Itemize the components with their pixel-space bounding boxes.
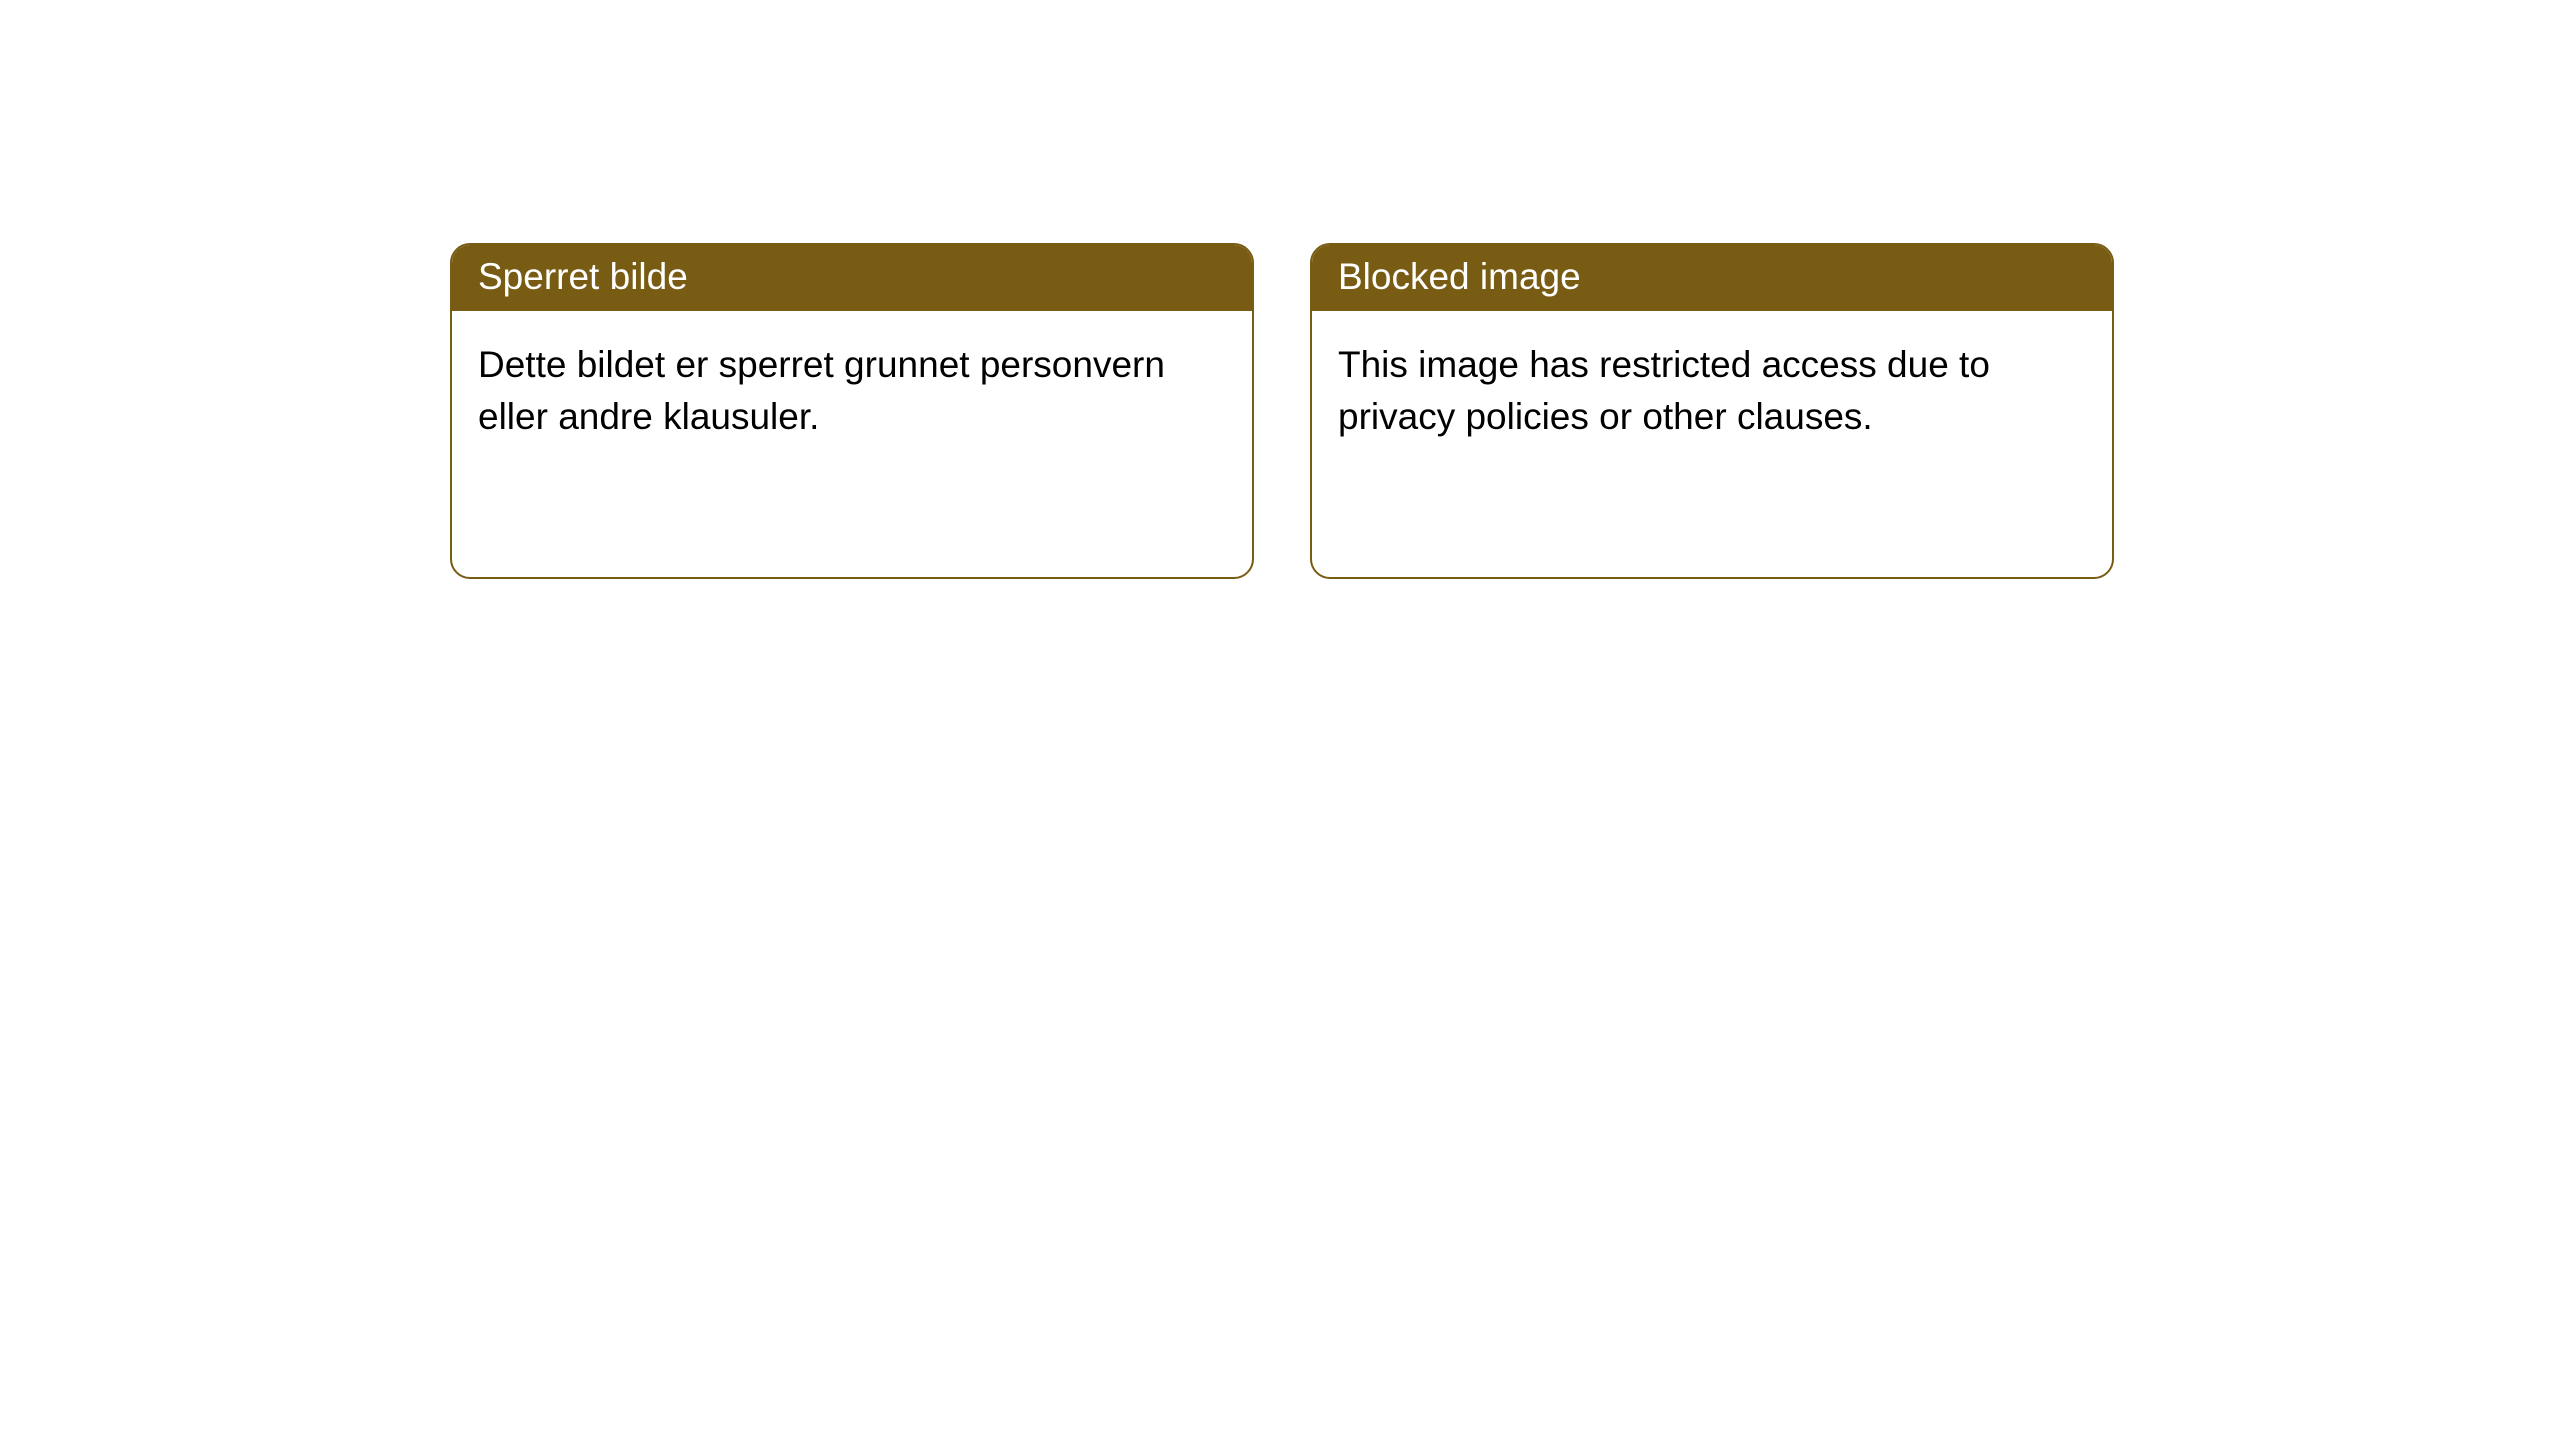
notice-card-en: Blocked image This image has restricted … [1310, 243, 2114, 579]
notice-header-en: Blocked image [1312, 245, 2112, 311]
notice-container: Sperret bilde Dette bildet er sperret gr… [450, 243, 2560, 579]
notice-body-en: This image has restricted access due to … [1312, 311, 2112, 471]
notice-body-no: Dette bildet er sperret grunnet personve… [452, 311, 1252, 471]
notice-header-no: Sperret bilde [452, 245, 1252, 311]
notice-card-no: Sperret bilde Dette bildet er sperret gr… [450, 243, 1254, 579]
